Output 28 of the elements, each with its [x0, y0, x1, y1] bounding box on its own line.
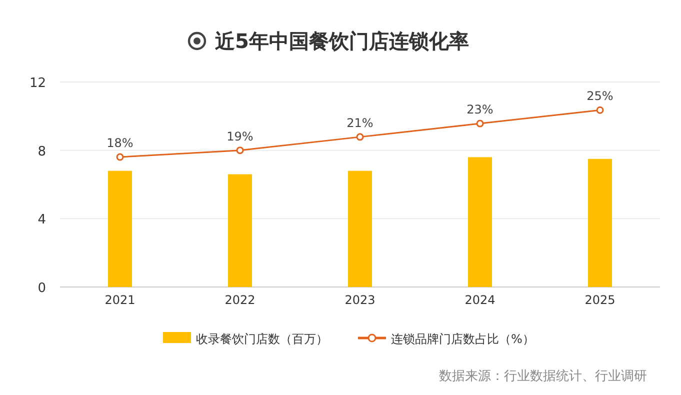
data-label: 18%: [106, 136, 134, 150]
bar: [468, 157, 492, 287]
bar: [348, 170, 372, 287]
x-tick-label: 2021: [104, 293, 136, 307]
data-label: 21%: [346, 116, 374, 130]
y-tick-label: 12: [29, 76, 46, 91]
y-tick-label: 0: [38, 281, 46, 296]
chart-title: 近5年中国餐饮门店连锁化率: [214, 29, 469, 53]
bar: [228, 174, 252, 287]
x-tick-label: 2022: [224, 293, 256, 307]
point: [476, 120, 484, 128]
data-label: 19%: [226, 129, 254, 144]
data-label: 23%: [466, 102, 494, 117]
x-tick-label: 2024: [464, 293, 496, 307]
point: [236, 146, 244, 154]
point: [356, 133, 364, 141]
source-note: 数据来源：行业数据统计、行业调研: [439, 369, 647, 384]
data-label: 25%: [586, 89, 614, 104]
point: [596, 106, 604, 114]
bar: [108, 170, 132, 287]
x-tick-label: 2023: [344, 293, 376, 307]
y-tick-label: 4: [38, 212, 46, 228]
legend-label: 连锁品牌门店数占比（%）: [391, 332, 534, 346]
bar: [588, 158, 612, 287]
x-tick-label: 2025: [584, 293, 616, 307]
y-tick-label: 8: [38, 144, 46, 160]
point: [116, 153, 124, 161]
legend-label: 收录餐饮门店数（百万）: [196, 332, 328, 346]
